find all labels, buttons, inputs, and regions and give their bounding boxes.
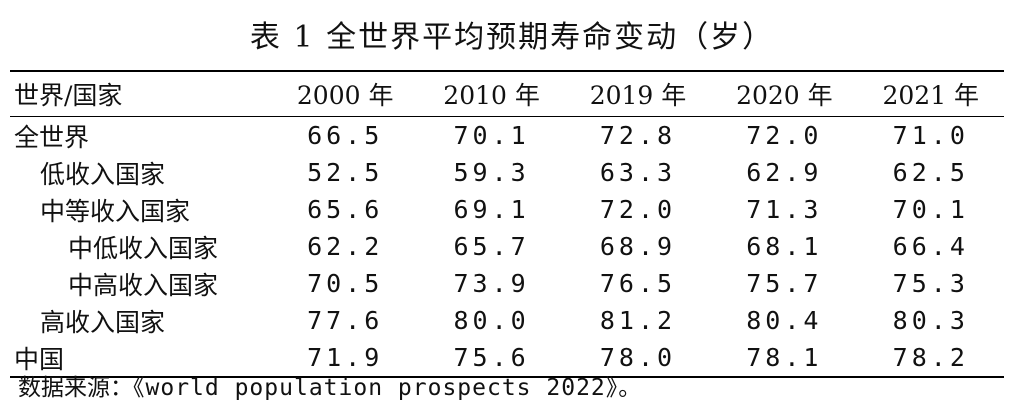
table-cell: 71.9: [307, 343, 384, 372]
table-cell: 78.1: [746, 343, 823, 372]
table-cell: 69.1: [453, 195, 530, 224]
row-label: 全世界: [14, 122, 90, 152]
table-cell: 78.0: [599, 343, 677, 372]
table-cell: 70.5: [307, 269, 384, 298]
table-container: 世界/国家 2000 年 2010 年 2019 年 2020 年 2021 年…: [10, 70, 1004, 378]
table-cell: 52.5: [307, 158, 384, 187]
header-row: 世界/国家 2000 年 2010 年 2019 年 2020 年 2021 年: [10, 71, 1004, 117]
row-label: 中低收入国家: [68, 233, 219, 263]
table-row: 中低收入国家 62.2 65.7 68.9 68.1 66.4: [10, 228, 1004, 265]
row-label: 低收入国家: [40, 159, 166, 189]
table-cell: 81.2: [599, 306, 677, 335]
table-row: 低收入国家 52.5 59.3 63.3 62.9 62.5: [10, 154, 1004, 191]
table-cell: 75.3: [892, 269, 969, 298]
table-cell: 77.6: [307, 306, 384, 335]
table-cell: 65.6: [307, 195, 384, 224]
table-cell: 62.5: [892, 158, 969, 187]
table-cell: 71.3: [746, 195, 823, 224]
table-cell: 78.2: [892, 343, 969, 372]
column-header-year: 2000 年: [296, 81, 394, 110]
row-label: 高收入国家: [40, 307, 166, 337]
row-label: 中国: [14, 344, 65, 374]
table-cell: 72.0: [746, 121, 823, 150]
table-cell: 68.1: [746, 232, 823, 261]
table-row: 中高收入国家 70.5 73.9 76.5 75.7 75.3: [10, 265, 1004, 302]
table-cell: 65.7: [453, 232, 530, 261]
table-cell: 76.5: [599, 269, 677, 298]
table-cell: 80.3: [892, 306, 969, 335]
column-header-year: 2020 年: [736, 81, 833, 110]
table-cell: 80.0: [453, 306, 530, 335]
table-row: 中国 71.9 75.6 78.0 78.1 78.2: [10, 339, 1004, 377]
table-cell: 70.1: [892, 195, 969, 224]
table-cell: 66.5: [307, 121, 384, 150]
table-cell: 62.9: [746, 158, 823, 187]
life-expectancy-table: 世界/国家 2000 年 2010 年 2019 年 2020 年 2021 年…: [10, 70, 1004, 378]
table-cell: 66.4: [892, 232, 969, 261]
source-text: 《world population prospects 2022》。: [133, 375, 643, 401]
table-cell: 80.4: [746, 306, 823, 335]
table-title: 表 1 全世界平均预期寿命变动（岁）: [249, 20, 775, 55]
source-label: 数据来源：: [18, 375, 133, 401]
source-note: 数据来源：《world population prospects 2022》。: [18, 368, 642, 402]
table-cell: 59.3: [453, 158, 530, 187]
table-cell: 75.6: [453, 343, 530, 372]
table-cell: 68.9: [599, 232, 677, 261]
table-cell: 62.2: [307, 232, 384, 261]
table-cell: 70.1: [453, 121, 530, 150]
column-header-year: 2021 年: [882, 81, 980, 110]
column-header-name: 世界/国家: [14, 81, 123, 110]
table-cell: 75.7: [746, 269, 823, 298]
table-cell: 72.0: [599, 195, 677, 224]
column-header-year: 2019 年: [589, 81, 687, 110]
table-cell: 63.3: [599, 158, 677, 187]
table-cell: 72.8: [599, 121, 677, 150]
table-row: 中等收入国家 65.6 69.1 72.0 71.3 70.1: [10, 191, 1004, 228]
table-row: 高收入国家 77.6 80.0 81.2 80.4 80.3: [10, 302, 1004, 339]
table-cell: 71.0: [892, 121, 969, 150]
column-header-year: 2010 年: [443, 81, 540, 110]
row-label: 中等收入国家: [40, 196, 191, 226]
row-label: 中高收入国家: [68, 270, 219, 300]
table-cell: 73.9: [453, 269, 530, 298]
table-row: 全世界 66.5 70.1 72.8 72.0 71.0: [10, 117, 1004, 155]
